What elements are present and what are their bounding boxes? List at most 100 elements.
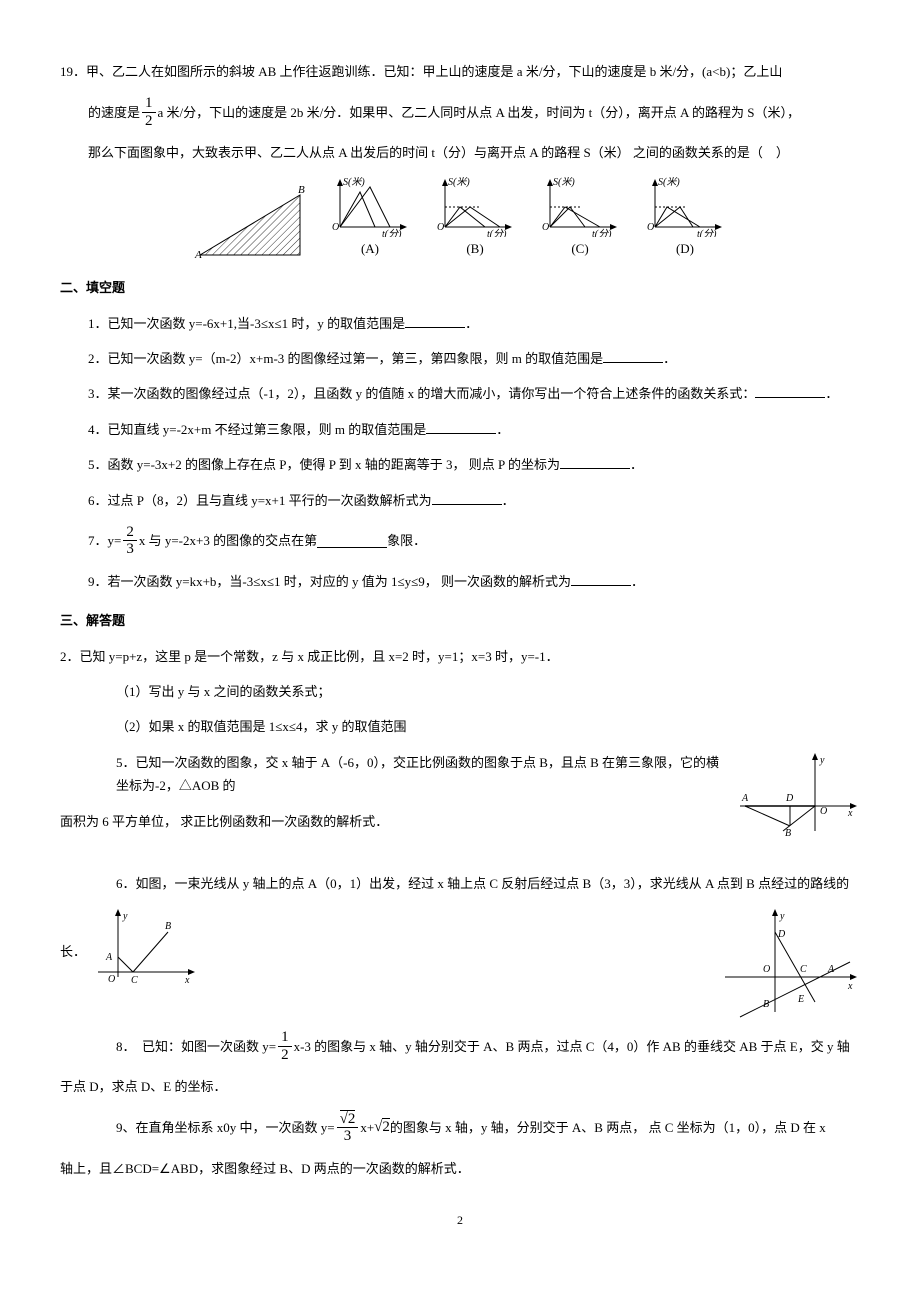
svg-text:E: E bbox=[797, 994, 804, 1005]
fill-q7-before: 7．y= bbox=[88, 529, 121, 552]
blank bbox=[560, 455, 630, 469]
blank bbox=[426, 420, 496, 434]
fill-q3: 3．某一次函数的图像经过点（-1，2），且函数 y 的值随 x 的增大而减小，请… bbox=[60, 382, 860, 405]
fill-q6-text: 6．过点 P（8，2）且与直线 y=x+1 平行的一次函数解析式为 bbox=[88, 493, 432, 508]
fig8: y x O D C A B E bbox=[720, 907, 860, 1029]
solve-q2-1: （1）写出 y 与 x 之间的函数关系式； bbox=[60, 680, 860, 703]
solve-q2-2-text: （2）如果 x 的取值范围是 1≤x≤4，求 y 的取值范围 bbox=[116, 719, 407, 734]
solve-q9c-text: 的图象与 x 轴，y 轴，分别交于 A、B 两点， 点 C 坐标为（1，0），点… bbox=[390, 1116, 826, 1139]
section3-header: 三、解答题 bbox=[60, 609, 860, 632]
svg-text:y: y bbox=[779, 911, 785, 922]
q9-frac: √2 3 bbox=[337, 1111, 359, 1145]
blank bbox=[603, 349, 663, 363]
frac-num: 1 bbox=[278, 1029, 292, 1047]
frac-den: 3 bbox=[337, 1128, 359, 1145]
q19-line1: 19．甲、乙二人在如图所示的斜坡 AB 上作往返跑训练．已知：甲上山的速度是 a… bbox=[60, 60, 860, 83]
solve-q6b-text: 长． bbox=[60, 944, 86, 959]
solve-q8-c: 于点 D，求点 D、E 的坐标． bbox=[60, 1075, 860, 1098]
q19-line3: 那么下面图象中，大致表示甲、乙二人从点 A 出发后的时间 t（分）与离开点 A … bbox=[60, 141, 860, 164]
period: ． bbox=[825, 386, 838, 401]
blank bbox=[405, 314, 465, 328]
q19-figures: A B O S(米) t(分) (A) O S(米) bbox=[60, 177, 860, 260]
period: ． bbox=[663, 351, 676, 366]
svg-text:O: O bbox=[108, 974, 115, 985]
blank bbox=[755, 384, 825, 398]
svg-text:t(分): t(分) bbox=[592, 228, 612, 237]
blank bbox=[317, 534, 387, 548]
q19-frac: 1 2 bbox=[142, 95, 156, 129]
svg-text:D: D bbox=[777, 929, 786, 940]
fill-q7-mid: x 与 y=-2x+3 的图像的交点在第 bbox=[139, 529, 317, 552]
svg-text:O: O bbox=[437, 222, 444, 233]
solve-q9b-text: x+ bbox=[360, 1116, 374, 1139]
frac-den: 3 bbox=[123, 541, 137, 558]
option-c-label: (C) bbox=[535, 237, 625, 260]
q19-text3: 那么下面图象中，大致表示甲、乙二人从点 A 出发后的时间 t（分）与离开点 A … bbox=[88, 145, 789, 160]
graph-b-svg: O S(米) t(分) bbox=[435, 177, 515, 237]
q19-text2a: 的速度是 bbox=[88, 101, 140, 124]
sqrt2: √2 bbox=[374, 1114, 390, 1141]
solve-q2-text: 2．已知 y=p+z，这里 p 是一个常数，z 与 x 成正比例，且 x=2 时… bbox=[60, 649, 559, 664]
q19-text1: 19．甲、乙二人在如图所示的斜坡 AB 上作往返跑训练．已知：甲上山的速度是 a… bbox=[60, 64, 782, 79]
period: ． bbox=[502, 493, 515, 508]
fill-q2-text: 2．已知一次函数 y=（m-2）x+m-3 的图像经过第一，第三，第四象限，则 … bbox=[88, 351, 603, 366]
svg-text:B: B bbox=[165, 921, 171, 932]
solve-q6: 6．如图，一束光线从 y 轴上的点 A（0，1）出发，经过 x 轴上点 C 反射… bbox=[60, 872, 860, 895]
svg-text:D: D bbox=[785, 793, 794, 804]
q6-fig-row: y x O D C A B E 长． A B O C x bbox=[60, 907, 860, 1029]
svg-text:x: x bbox=[847, 981, 853, 992]
fill-q5: 5．函数 y=-3x+2 的图像上存在点 P，使得 P 到 x 轴的距离等于 3… bbox=[60, 453, 860, 476]
frac-num: √2 bbox=[337, 1111, 359, 1129]
svg-text:S(米): S(米) bbox=[658, 177, 680, 188]
q19-text2b: a 米/分，下山的速度是 2b 米/分．如果甲、乙二人同时从点 A 出发，时间为… bbox=[158, 101, 800, 124]
fill-q9-text: 9．若一次函数 y=kx+b，当-3≤x≤1 时，对应的 y 值为 1≤y≤9，… bbox=[88, 574, 571, 589]
frac-num: 2 bbox=[123, 524, 137, 542]
svg-text:A: A bbox=[827, 964, 835, 975]
svg-text:y: y bbox=[819, 755, 825, 766]
fill-q4: 4．已知直线 y=-2x+m 不经过第三象限，则 m 的取值范围是． bbox=[60, 418, 860, 441]
blank bbox=[432, 491, 502, 505]
svg-text:O: O bbox=[820, 806, 827, 817]
fill-q7: 7．y= 2 3 x 与 y=-2x+3 的图像的交点在第 象限． bbox=[60, 524, 860, 558]
svg-text:C: C bbox=[800, 964, 807, 975]
svg-text:O: O bbox=[542, 222, 549, 233]
label-b: B bbox=[298, 185, 305, 196]
svg-text:A: A bbox=[105, 952, 113, 963]
fill-q9: 9．若一次函数 y=kx+b，当-3≤x≤1 时，对应的 y 值为 1≤y≤9，… bbox=[60, 570, 860, 593]
triangle-ab: A B bbox=[190, 185, 310, 260]
frac-den: 2 bbox=[278, 1047, 292, 1064]
solve-q5a-text: 5．已知一次函数的图象，交 x 轴于 A（-6，0），交正比例函数的图象于点 B… bbox=[116, 755, 719, 793]
svg-text:B: B bbox=[785, 828, 791, 839]
option-d: O S(米) t(分) (D) bbox=[640, 177, 730, 260]
solve-q8a-text: 8． 已知：如图一次函数 y= bbox=[116, 1035, 276, 1058]
option-b-label: (B) bbox=[430, 237, 520, 260]
triangle-svg: A B bbox=[190, 185, 310, 260]
solve-q8b-text: x-3 的图象与 x 轴、y 轴分别交于 A、B 两点，过点 C（4，0）作 A… bbox=[294, 1035, 850, 1058]
svg-text:O: O bbox=[332, 222, 339, 233]
svg-text:y: y bbox=[122, 911, 128, 922]
solve-q9a-text: 9、在直角坐标系 x0y 中，一次函数 y= bbox=[116, 1116, 335, 1139]
fill-q1: 1．已知一次函数 y=-6x+1,当-3≤x≤1 时，y 的取值范围是． bbox=[60, 312, 860, 335]
svg-text:S(米): S(米) bbox=[448, 177, 470, 188]
svg-text:t(分): t(分) bbox=[697, 228, 717, 237]
q19-line2: 的速度是 1 2 a 米/分，下山的速度是 2b 米/分．如果甲、乙二人同时从点… bbox=[60, 95, 860, 129]
svg-text:S(米): S(米) bbox=[343, 177, 365, 188]
svg-text:S(米): S(米) bbox=[553, 177, 575, 188]
solve-q9: 9、在直角坐标系 x0y 中，一次函数 y= √2 3 x+ √2 的图象与 x… bbox=[60, 1111, 860, 1145]
fill-q7-end: 象限． bbox=[387, 529, 426, 552]
frac-den: 2 bbox=[142, 113, 156, 130]
fill-q6: 6．过点 P（8，2）且与直线 y=x+1 平行的一次函数解析式为 ． bbox=[60, 489, 860, 512]
svg-text:x: x bbox=[847, 808, 853, 819]
graph-a-svg: O S(米) t(分) bbox=[330, 177, 410, 237]
period: ． bbox=[631, 574, 644, 589]
fig6: A B O C x y bbox=[93, 907, 203, 999]
blank bbox=[571, 572, 631, 586]
fill-q3-text: 3．某一次函数的图像经过点（-1，2），且函数 y 的值随 x 的增大而减小，请… bbox=[88, 386, 755, 401]
svg-text:x: x bbox=[184, 975, 190, 986]
solve-q8: 8． 已知：如图一次函数 y= 1 2 x-3 的图象与 x 轴、y 轴分别交于… bbox=[60, 1029, 860, 1063]
solve-q9d-text: 轴上，且∠BCD=∠ABD，求图象经过 B、D 两点的一次函数的解析式． bbox=[60, 1161, 470, 1176]
graph-c-svg: O S(米) t(分) bbox=[540, 177, 620, 237]
fill-q1-text: 1．已知一次函数 y=-6x+1,当-3≤x≤1 时，y 的取值范围是 bbox=[88, 316, 405, 331]
svg-text:t(分): t(分) bbox=[382, 228, 402, 237]
section2-header: 二、填空题 bbox=[60, 276, 860, 299]
